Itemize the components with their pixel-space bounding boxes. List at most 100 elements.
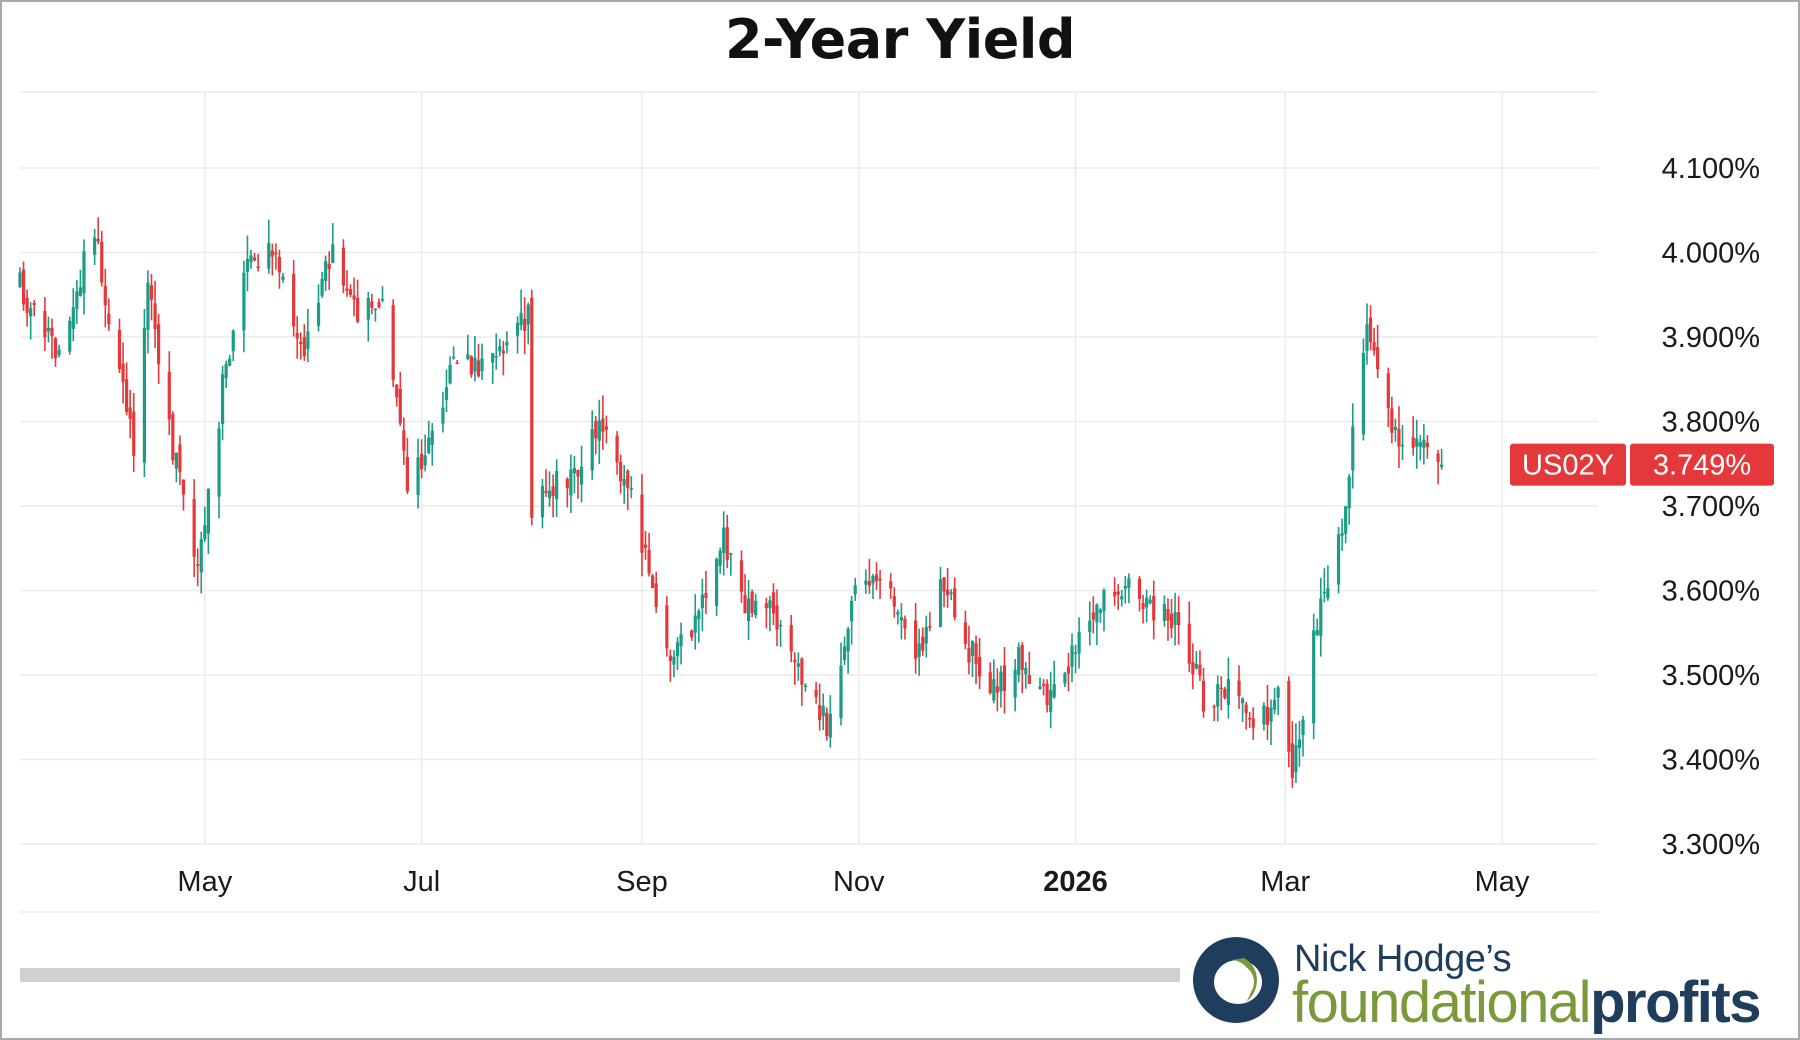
candle-body: [402, 430, 406, 451]
candle: [25, 289, 29, 327]
candle-body: [320, 278, 324, 296]
candle-body: [125, 379, 129, 412]
candle: [803, 683, 808, 692]
candle: [590, 410, 594, 480]
candle: [1116, 584, 1120, 610]
candle: [217, 421, 221, 519]
time-scrollbar[interactable]: [20, 968, 1180, 982]
candle-body: [921, 636, 925, 651]
candle: [480, 343, 484, 380]
candle-body: [526, 304, 530, 325]
candle-body: [441, 407, 445, 424]
candle-body: [597, 420, 601, 441]
candle-body: [1102, 590, 1106, 612]
last-price-tag: US02Y 3.749%: [1510, 443, 1774, 486]
candle-body: [501, 350, 505, 354]
candle-body: [938, 579, 943, 627]
candle-body: [704, 593, 708, 599]
candle-body: [1038, 686, 1042, 689]
candle-body: [327, 263, 331, 270]
y-tick-label: 3.400%: [1662, 745, 1760, 777]
candle: [356, 279, 360, 324]
candle-body: [1297, 739, 1302, 748]
candle: [1386, 367, 1390, 428]
candle: [1219, 676, 1223, 711]
candle-body: [651, 575, 655, 589]
candle: [1418, 434, 1422, 461]
candle: [57, 344, 61, 358]
candle-body: [25, 298, 29, 313]
candle-body: [341, 247, 346, 286]
candle: [416, 438, 420, 509]
candle-body: [1212, 706, 1216, 708]
candle: [601, 395, 605, 450]
candle-body: [128, 407, 132, 419]
candle-body: [220, 374, 225, 424]
candle: [1169, 598, 1174, 639]
candle-body: [1219, 687, 1223, 690]
candle-body: [405, 456, 409, 492]
candle: [270, 243, 274, 276]
candle: [1326, 565, 1330, 601]
brand-logo: Nick Hodge’s foundationalprofits: [1192, 934, 1792, 1034]
y-tick-label: 3.500%: [1662, 660, 1760, 692]
candle: [1212, 704, 1216, 722]
candle: [1365, 303, 1369, 365]
candle-body: [1002, 665, 1007, 691]
candle: [32, 300, 36, 317]
candle-body: [718, 550, 722, 566]
candle: [1244, 701, 1248, 730]
candle: [750, 589, 754, 618]
candle: [1290, 721, 1294, 788]
candle-body: [846, 629, 850, 652]
candle-body: [604, 426, 609, 430]
candle: [1152, 580, 1156, 640]
candle-body: [196, 564, 200, 566]
candle-body: [231, 330, 235, 352]
candle-body: [377, 302, 381, 308]
candle: [1013, 659, 1017, 712]
candle: [654, 571, 658, 613]
symbol-tag-background: [1510, 443, 1626, 486]
candle-body: [224, 364, 228, 379]
candle: [1123, 575, 1127, 604]
candle-body: [1312, 630, 1316, 724]
candle: [157, 313, 161, 384]
candle-body: [444, 387, 449, 400]
candle: [1344, 506, 1348, 544]
candle-body: [1070, 645, 1074, 667]
candle-body: [803, 685, 808, 688]
candle-body: [1397, 428, 1401, 447]
candle: [231, 329, 235, 362]
candle-body: [217, 428, 221, 497]
candle: [576, 469, 580, 499]
candle: [967, 625, 971, 675]
candle: [963, 610, 967, 650]
candle-body: [1340, 532, 1344, 536]
candle: [1194, 651, 1198, 670]
candle-body: [324, 261, 328, 281]
candle-body: [1091, 612, 1095, 620]
candle: [1070, 633, 1074, 683]
candle-body: [53, 338, 58, 359]
candle: [1301, 715, 1305, 757]
candle: [373, 308, 378, 322]
candle: [597, 399, 601, 465]
candle-body: [977, 656, 982, 677]
candle: [949, 589, 953, 601]
candle-body: [473, 357, 477, 372]
candle-body: [117, 329, 122, 369]
candle-body: [316, 302, 321, 326]
candle: [430, 423, 434, 466]
candle-body: [825, 712, 829, 737]
candle: [853, 577, 857, 601]
candle-body: [68, 320, 72, 352]
candle: [21, 261, 26, 311]
candle-body: [814, 689, 818, 698]
candle: [178, 435, 182, 485]
candle-body: [153, 303, 157, 330]
candle-body: [590, 429, 594, 471]
candle-body: [963, 622, 967, 644]
candle: [249, 249, 253, 269]
candle: [938, 566, 943, 628]
